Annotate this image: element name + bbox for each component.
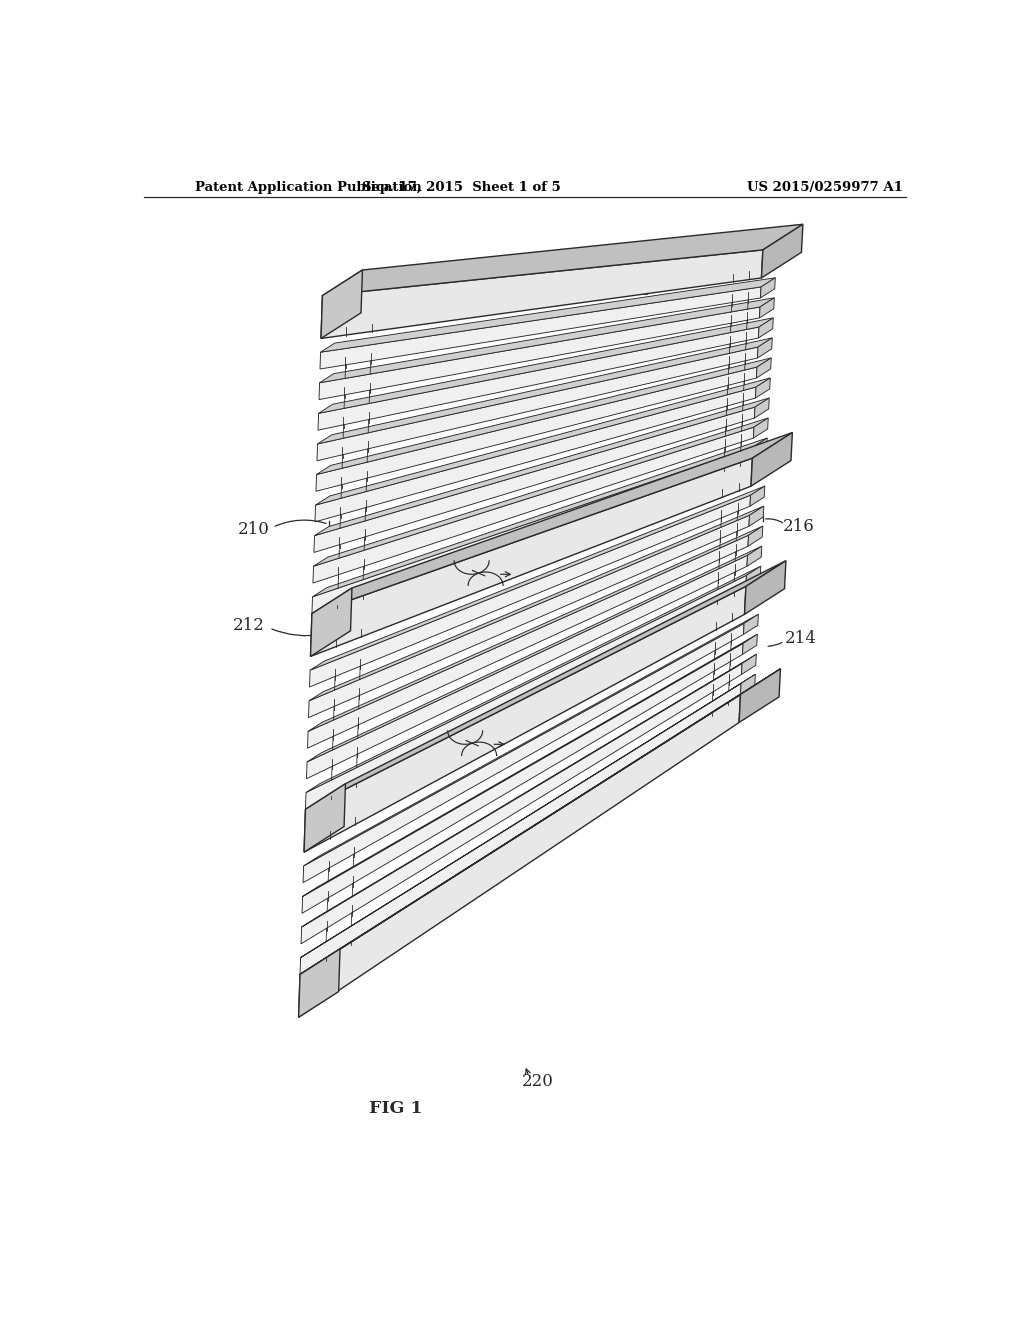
- Polygon shape: [310, 587, 352, 656]
- Polygon shape: [312, 447, 753, 614]
- Polygon shape: [742, 634, 758, 655]
- Polygon shape: [761, 277, 775, 298]
- Polygon shape: [309, 495, 751, 686]
- Polygon shape: [309, 506, 764, 701]
- Polygon shape: [299, 694, 740, 1018]
- Text: 214: 214: [785, 630, 817, 647]
- Polygon shape: [316, 358, 771, 474]
- Polygon shape: [321, 249, 763, 338]
- Polygon shape: [741, 655, 757, 675]
- Text: US 2015/0259977 A1: US 2015/0259977 A1: [748, 181, 903, 194]
- Polygon shape: [319, 308, 760, 400]
- Polygon shape: [321, 277, 775, 352]
- Polygon shape: [749, 506, 764, 527]
- Polygon shape: [317, 338, 772, 444]
- Polygon shape: [753, 438, 767, 458]
- Polygon shape: [306, 566, 761, 792]
- Polygon shape: [307, 535, 749, 748]
- Polygon shape: [312, 433, 793, 614]
- Polygon shape: [740, 675, 756, 694]
- Polygon shape: [317, 347, 758, 461]
- Polygon shape: [307, 546, 762, 762]
- Polygon shape: [302, 643, 743, 913]
- Polygon shape: [758, 338, 772, 358]
- Polygon shape: [755, 397, 769, 418]
- Polygon shape: [316, 367, 757, 491]
- Polygon shape: [743, 614, 759, 635]
- Polygon shape: [300, 684, 741, 974]
- Polygon shape: [308, 527, 763, 731]
- Polygon shape: [314, 397, 769, 536]
- Polygon shape: [751, 433, 793, 486]
- Polygon shape: [745, 566, 761, 586]
- Polygon shape: [313, 428, 754, 583]
- Polygon shape: [754, 418, 768, 438]
- Polygon shape: [306, 556, 748, 779]
- Polygon shape: [744, 561, 786, 614]
- Polygon shape: [748, 527, 763, 546]
- Polygon shape: [301, 664, 742, 944]
- Polygon shape: [321, 271, 362, 338]
- Text: 216: 216: [782, 517, 814, 535]
- Text: FIG 1: FIG 1: [370, 1101, 423, 1117]
- Text: 208: 208: [620, 282, 652, 300]
- Text: Sep. 17, 2015  Sheet 1 of 5: Sep. 17, 2015 Sheet 1 of 5: [361, 181, 561, 194]
- Polygon shape: [313, 418, 768, 566]
- Polygon shape: [739, 669, 780, 722]
- Text: Patent Application Publication: Patent Application Publication: [196, 181, 422, 194]
- Polygon shape: [762, 224, 803, 279]
- Polygon shape: [303, 623, 744, 883]
- Polygon shape: [300, 669, 780, 974]
- Polygon shape: [304, 614, 759, 866]
- Polygon shape: [305, 576, 746, 809]
- Polygon shape: [312, 438, 767, 597]
- Polygon shape: [757, 358, 771, 378]
- Polygon shape: [318, 327, 759, 430]
- Polygon shape: [323, 224, 803, 296]
- Polygon shape: [303, 634, 758, 896]
- Polygon shape: [310, 458, 753, 656]
- Polygon shape: [319, 298, 774, 383]
- Polygon shape: [304, 784, 345, 853]
- Text: 212: 212: [232, 618, 264, 635]
- Polygon shape: [315, 378, 770, 506]
- Polygon shape: [315, 387, 756, 521]
- Polygon shape: [299, 949, 340, 1018]
- Polygon shape: [314, 407, 755, 553]
- Polygon shape: [760, 298, 774, 318]
- Polygon shape: [308, 515, 750, 718]
- Polygon shape: [759, 318, 773, 338]
- Polygon shape: [304, 586, 745, 853]
- Polygon shape: [756, 378, 770, 399]
- Polygon shape: [301, 675, 756, 957]
- Polygon shape: [321, 286, 761, 370]
- Polygon shape: [310, 486, 765, 671]
- Polygon shape: [750, 486, 765, 506]
- Polygon shape: [302, 655, 757, 927]
- Polygon shape: [746, 546, 762, 566]
- Text: 220: 220: [521, 1073, 553, 1090]
- Text: 210: 210: [238, 521, 269, 537]
- Polygon shape: [318, 318, 773, 413]
- Polygon shape: [305, 561, 786, 809]
